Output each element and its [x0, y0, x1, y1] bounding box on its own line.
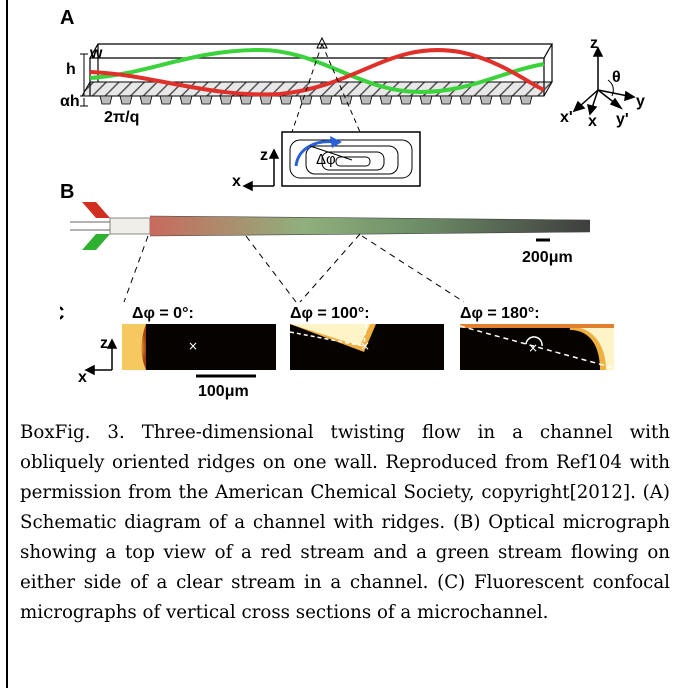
svg-text:×: × [360, 339, 370, 353]
scale-bar-b: 200μm [522, 249, 573, 266]
micrograph-b [70, 202, 591, 250]
axis-x-prime: x' [560, 109, 573, 126]
panel-c-axes [84, 338, 118, 376]
label-alpha-h: αh [60, 93, 80, 110]
figure: A [60, 0, 660, 410]
c-axis-z: z [100, 335, 108, 352]
cross-section-3: × [459, 324, 615, 370]
red-stream [89, 48, 545, 97]
panel-b-letter: B [60, 181, 74, 203]
green-stream [89, 47, 545, 95]
inset-axis-x: x [232, 173, 241, 190]
section-label-3: Δφ = 180°: [460, 305, 540, 322]
connector-lines [123, 233, 465, 303]
inset-axis-z: z [260, 147, 268, 164]
axis-z: z [590, 35, 598, 52]
label-w: w [89, 45, 103, 62]
cross-section-inset [281, 131, 421, 187]
inset-axes [242, 148, 280, 192]
label-period: 2π/q [104, 109, 139, 126]
section-label-1: Δφ = 0°: [132, 305, 194, 322]
figure-caption: BoxFig. 3. Three-dimensional twisting fl… [20, 422, 670, 623]
dimension-ticks [80, 53, 88, 107]
figure-svg: A [60, 7, 645, 400]
svg-text:×: × [528, 341, 538, 355]
panel-a-letter: A [60, 7, 74, 29]
scale-bar-c: 100μm [198, 383, 249, 400]
panel-c-letter: C [60, 303, 64, 325]
cross-section-1: × [122, 324, 276, 370]
svg-text:×: × [188, 339, 198, 353]
axis-y-prime: y' [616, 111, 629, 128]
inset-phase: Δφ [316, 151, 336, 168]
section-label-2: Δφ = 100°: [290, 305, 370, 322]
c-axis-x: x [78, 369, 87, 386]
channel-schematic [81, 36, 554, 133]
axis-y: y [636, 93, 645, 110]
angle-theta: θ [612, 69, 621, 86]
left-margin-rule [6, 0, 8, 688]
axes-triad [572, 46, 636, 116]
label-h: h [66, 61, 76, 78]
axis-x: x [588, 113, 597, 130]
cross-section-2: × [289, 323, 444, 370]
